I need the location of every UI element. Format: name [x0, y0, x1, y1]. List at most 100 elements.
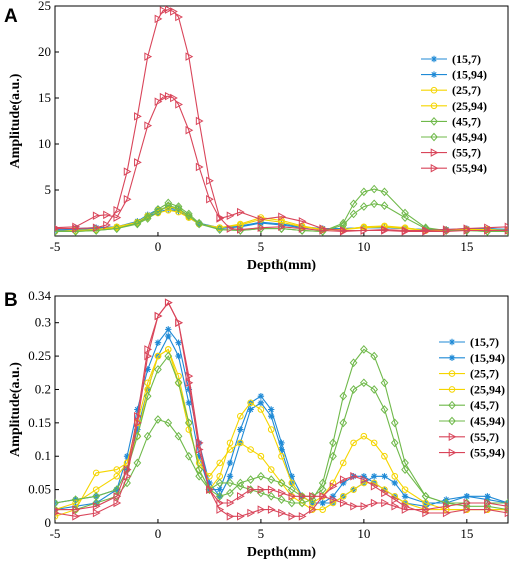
series-line	[55, 348, 508, 511]
y-axis-label: Amplitude(a.u.)	[8, 73, 23, 168]
legend-marker	[430, 132, 438, 142]
data-point	[216, 505, 225, 514]
data-point	[360, 502, 369, 511]
data-point	[154, 97, 163, 106]
data-point	[154, 204, 162, 214]
y-tick-label: 25	[38, 0, 51, 13]
data-point	[92, 508, 101, 518]
data-point	[92, 502, 101, 511]
data-point	[288, 512, 297, 521]
data-point	[370, 351, 379, 361]
data-point	[112, 224, 121, 233]
data-point	[113, 466, 121, 473]
data-point	[154, 14, 163, 24]
data-point	[206, 485, 214, 494]
legend-label: (45,7)	[470, 398, 499, 412]
y-tick-label: 0	[45, 515, 52, 530]
data-point	[134, 426, 141, 433]
data-point	[298, 224, 307, 233]
data-point	[144, 379, 151, 387]
legend-marker	[448, 338, 456, 346]
data-point	[380, 405, 389, 414]
data-point	[422, 226, 431, 235]
data-point	[206, 176, 214, 186]
data-point	[359, 187, 368, 197]
data-point	[123, 453, 131, 460]
data-point	[143, 431, 152, 441]
data-point	[287, 485, 296, 494]
data-point	[484, 493, 491, 500]
series-7	[55, 298, 508, 514]
data-point	[329, 493, 337, 500]
data-point	[195, 445, 204, 454]
data-point	[134, 218, 141, 225]
data-point	[246, 475, 255, 484]
data-point	[370, 385, 379, 394]
data-point	[350, 439, 357, 447]
data-point	[504, 505, 508, 514]
data-point	[103, 210, 111, 220]
data-point	[185, 125, 194, 135]
data-point	[401, 465, 409, 474]
data-point	[216, 224, 224, 232]
legend-marker	[448, 416, 456, 426]
data-point	[401, 213, 409, 222]
data-point	[164, 206, 172, 214]
data-point	[257, 452, 265, 460]
data-point	[350, 502, 359, 511]
legend-marker	[430, 55, 438, 63]
data-point	[154, 365, 162, 374]
x-tick-label: 10	[357, 239, 370, 254]
data-point	[319, 492, 328, 501]
series-line	[55, 9, 508, 232]
data-point	[206, 194, 214, 204]
data-point	[381, 488, 389, 498]
data-point	[195, 218, 204, 228]
data-point	[360, 432, 368, 440]
data-point	[360, 226, 369, 235]
data-point	[370, 473, 378, 480]
series-line	[55, 348, 508, 517]
data-point	[175, 12, 183, 22]
x-tick-label: 15	[460, 526, 473, 541]
data-point	[339, 492, 347, 500]
data-point	[504, 508, 508, 518]
x-tick-label: 5	[258, 526, 265, 541]
panel-b-plot: -5 0 5 10 1500.050.10.150.20.250.30.34Depth(…	[8, 288, 509, 560]
data-point	[92, 469, 100, 477]
legend-marker	[448, 448, 457, 457]
x-tick-label: -5	[50, 239, 61, 254]
series-2	[55, 346, 508, 513]
data-point	[401, 486, 409, 493]
data-point	[226, 473, 234, 480]
data-point	[287, 498, 296, 508]
x-axis-label: Depth(mm)	[247, 258, 317, 273]
data-point	[134, 411, 142, 421]
data-point	[370, 184, 379, 194]
data-point	[175, 318, 183, 327]
plot-frame	[54, 295, 509, 524]
data-point	[339, 418, 348, 428]
data-point	[278, 452, 285, 460]
data-point	[381, 452, 388, 460]
data-point	[237, 512, 245, 521]
data-point	[463, 224, 472, 233]
legend-marker	[448, 370, 456, 377]
data-point	[319, 224, 328, 233]
x-tick-label: 0	[155, 239, 162, 254]
data-point	[215, 478, 224, 488]
data-point	[133, 218, 142, 228]
data-point	[164, 91, 173, 101]
data-point	[257, 505, 266, 514]
data-point	[113, 492, 122, 501]
legend-label: (45,7)	[452, 114, 481, 128]
data-point	[257, 471, 265, 481]
y-tick-label: 10	[38, 136, 51, 151]
data-point	[164, 298, 173, 307]
data-point	[71, 495, 80, 504]
data-point	[381, 473, 388, 480]
data-point	[165, 332, 172, 340]
data-point	[55, 227, 59, 236]
series-4	[55, 345, 508, 508]
